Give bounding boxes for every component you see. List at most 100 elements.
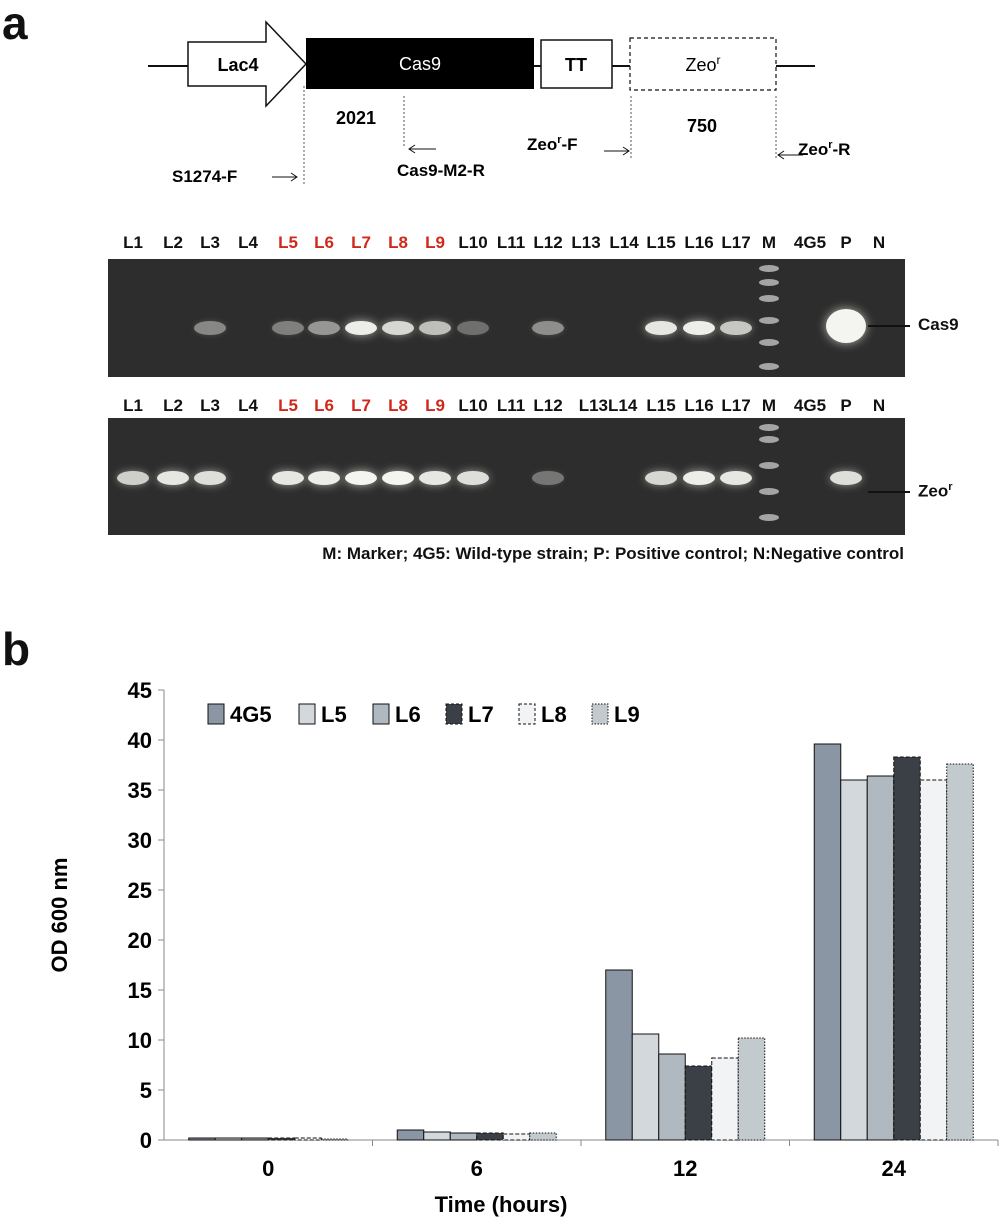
bar-l8 (294, 1137, 322, 1141)
bar-l9 (946, 763, 974, 1141)
bar-l6 (866, 775, 895, 1141)
x-tick-label: 6 (471, 1156, 483, 1181)
y-tick-label: 15 (128, 978, 152, 1003)
x-tick-label: 24 (882, 1156, 907, 1181)
lane-label: L16 (684, 233, 714, 252)
gel-top-lane-labels: L1 L2 L3 L4 L5 L6 L7 L8 L9 L10 L11 L12 L13 L14 L15 L16 L… (108, 233, 905, 259)
bar-l5 (840, 779, 868, 1141)
bar-l9 (737, 1037, 766, 1141)
lane-label: L14 (609, 233, 639, 252)
lane-label: L6 (314, 233, 334, 252)
lane-label: L4 (238, 396, 258, 415)
gel-band (645, 321, 677, 335)
lane-label: P (840, 396, 852, 415)
gel-top-image (108, 259, 905, 377)
primer-s1274f-arrow (272, 172, 298, 182)
lane-label: L15 (646, 233, 676, 252)
y-tick-label: 25 (128, 878, 152, 903)
bar-l5 (631, 1033, 660, 1141)
y-tick-label: 20 (128, 928, 152, 953)
y-tick-label: 45 (128, 678, 152, 703)
primer-zeof-label: Zeor-F (527, 134, 578, 154)
lane-label: L8 (388, 233, 408, 252)
x-tick-label: 12 (673, 1156, 697, 1181)
cas9-label: Cas9 (399, 54, 441, 74)
marker-ladder-band (759, 295, 779, 302)
legend-label-4g5: 4G5 (230, 702, 272, 727)
bar-l6 (658, 1053, 686, 1141)
lane-label: L7 (351, 396, 371, 415)
x-tick-label: 0 (262, 1156, 274, 1181)
lac4-promoter-arrow (187, 20, 308, 108)
legend-swatch-l6 (372, 703, 390, 725)
lane-label: P (840, 233, 852, 252)
marker-ladder-band (759, 462, 779, 469)
panel-a-letter: a (2, 0, 28, 49)
lane-label: L16 (684, 396, 714, 415)
legend-swatch-l7 (445, 703, 463, 725)
lane-label: L12 (533, 396, 563, 415)
primer-zeor-label: Zeor-R (798, 139, 850, 159)
gel-band (419, 471, 451, 485)
panel-b-letter: b (2, 623, 31, 675)
y-axis-title: OD 600 nm (47, 858, 72, 973)
legend-swatch-l8 (518, 703, 536, 725)
x-axis-title: Time (hours) (435, 1192, 568, 1217)
marker-ladder-band (759, 317, 779, 324)
lane-label: L1 (123, 233, 143, 252)
marker-ladder-band (759, 424, 779, 431)
gel-band (194, 471, 226, 485)
construct-diagram: Lac4 Cas9 TT Zeor 2021 750 S1274-F Cas9-… (148, 20, 850, 186)
bar-l5 (423, 1131, 451, 1141)
lane-label: L2 (163, 233, 183, 252)
primer-cas9m2r-arrow (408, 144, 436, 154)
bar-l6 (449, 1132, 478, 1141)
marker-ladder-band (759, 279, 779, 286)
bar-4g5 (605, 969, 633, 1141)
legend-label-l8: L8 (541, 702, 567, 727)
lane-label: 4G5 (793, 233, 827, 252)
lane-label: L5 (278, 233, 298, 252)
lane-label: L12 (533, 233, 563, 252)
lane-label: L3 (200, 233, 220, 252)
lane-label: N (872, 396, 886, 415)
gel-band (826, 309, 866, 343)
gel-band (532, 471, 564, 485)
gel-bottom-band-label: Zeor (868, 481, 953, 502)
lane-label: N (872, 233, 886, 252)
bar-4g5 (813, 743, 842, 1141)
bar-l8 (711, 1057, 739, 1141)
lane-label: L15 (646, 396, 676, 415)
primer-s1274f-label: S1274-F (172, 167, 237, 186)
tt-label: TT (565, 55, 587, 75)
lane-label: 4G5 (793, 396, 827, 415)
gel-band (194, 321, 226, 335)
gel-band (345, 471, 377, 485)
lane-label: L17 (721, 233, 751, 252)
zeo-size-label: 750 (687, 116, 717, 136)
legend-label-l7: L7 (468, 702, 494, 727)
y-tick-label: 10 (128, 1028, 152, 1053)
cas9-size-label: 2021 (336, 108, 376, 128)
lane-label: L10 (458, 396, 488, 415)
lane-label: L9 (425, 396, 445, 415)
gel-band (272, 471, 304, 485)
marker-ladder-band (759, 363, 779, 370)
lane-label: L10 (458, 233, 488, 252)
legend-label-l6: L6 (395, 702, 421, 727)
bar-l7 (684, 1065, 713, 1141)
marker-ladder-band (759, 436, 779, 443)
lane-label: L11 (496, 233, 526, 252)
gel-band (382, 471, 414, 485)
gel-band (308, 471, 340, 485)
bar-l6 (241, 1137, 269, 1141)
lane-label: L5 (278, 396, 298, 415)
lane-label: L6 (314, 396, 334, 415)
lane-label: M (761, 396, 777, 415)
gel-band (382, 321, 414, 335)
od600-bar-chart: 0 5 10 15 20 25 30 35 40 45 OD 600 nm 0 6 12 24 Time (h… (47, 678, 999, 1217)
marker-ladder-band (759, 339, 779, 346)
gel-band (117, 471, 149, 485)
gel-band (157, 471, 189, 485)
tt-box (540, 39, 613, 89)
